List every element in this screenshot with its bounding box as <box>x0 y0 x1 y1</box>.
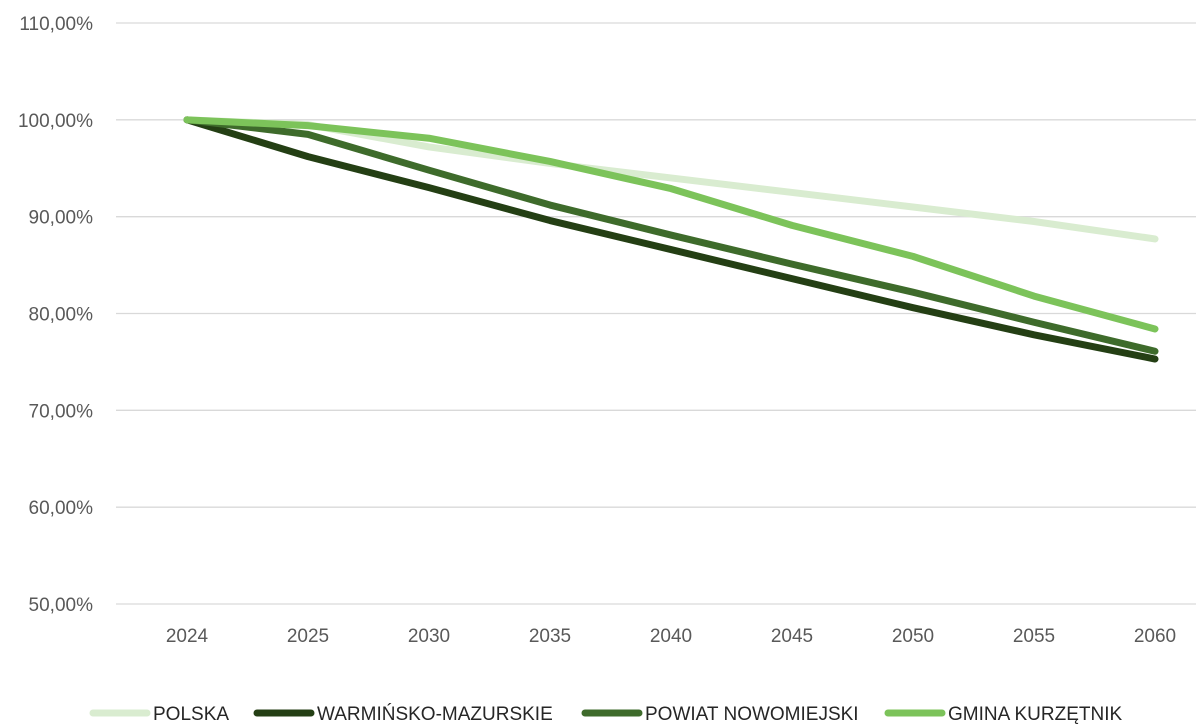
x-axis: 2024 2025 2030 2035 2040 2045 2050 2055 2060 <box>166 626 1176 647</box>
y-tick-label: 100,00% <box>18 111 93 132</box>
series-lines <box>183 116 1159 363</box>
y-tick-label: 80,00% <box>29 305 94 326</box>
legend-label: POLSKA <box>153 704 229 724</box>
x-tick-label: 2030 <box>408 626 450 647</box>
x-tick-label: 2055 <box>1013 626 1055 647</box>
legend-label: POWIAT NOWOMIEJSKI <box>645 704 859 724</box>
series-line-1 <box>183 116 1159 363</box>
x-tick-label: 2024 <box>166 626 209 647</box>
series-line-0 <box>183 116 1159 243</box>
grid <box>116 22 1196 605</box>
series-line-3 <box>183 116 1159 333</box>
y-axis: 50,00% 60,00% 70,00% 80,00% 90,00% 100,00% 110… <box>18 14 93 616</box>
series-line-2 <box>183 116 1159 355</box>
y-tick-label: 90,00% <box>29 208 94 229</box>
x-tick-label: 2040 <box>650 626 692 647</box>
x-tick-label: 2025 <box>287 626 329 647</box>
legend: POLSKA WARMIŃSKO-MAZURSKIE POWIAT NOWOMIEJ… <box>89 704 1123 724</box>
x-tick-label: 2035 <box>529 626 571 647</box>
y-tick-label: 70,00% <box>29 401 94 422</box>
legend-label: GMINA KURZĘTNIK <box>948 704 1123 724</box>
y-tick-label: 110,00% <box>19 14 93 35</box>
x-tick-label: 2060 <box>1134 626 1176 647</box>
y-tick-label: 50,00% <box>29 595 94 616</box>
x-tick-label: 2050 <box>892 626 934 647</box>
y-tick-label: 60,00% <box>29 498 94 519</box>
legend-label: WARMIŃSKO-MAZURSKIE <box>317 704 553 724</box>
x-tick-label: 2045 <box>771 626 813 647</box>
